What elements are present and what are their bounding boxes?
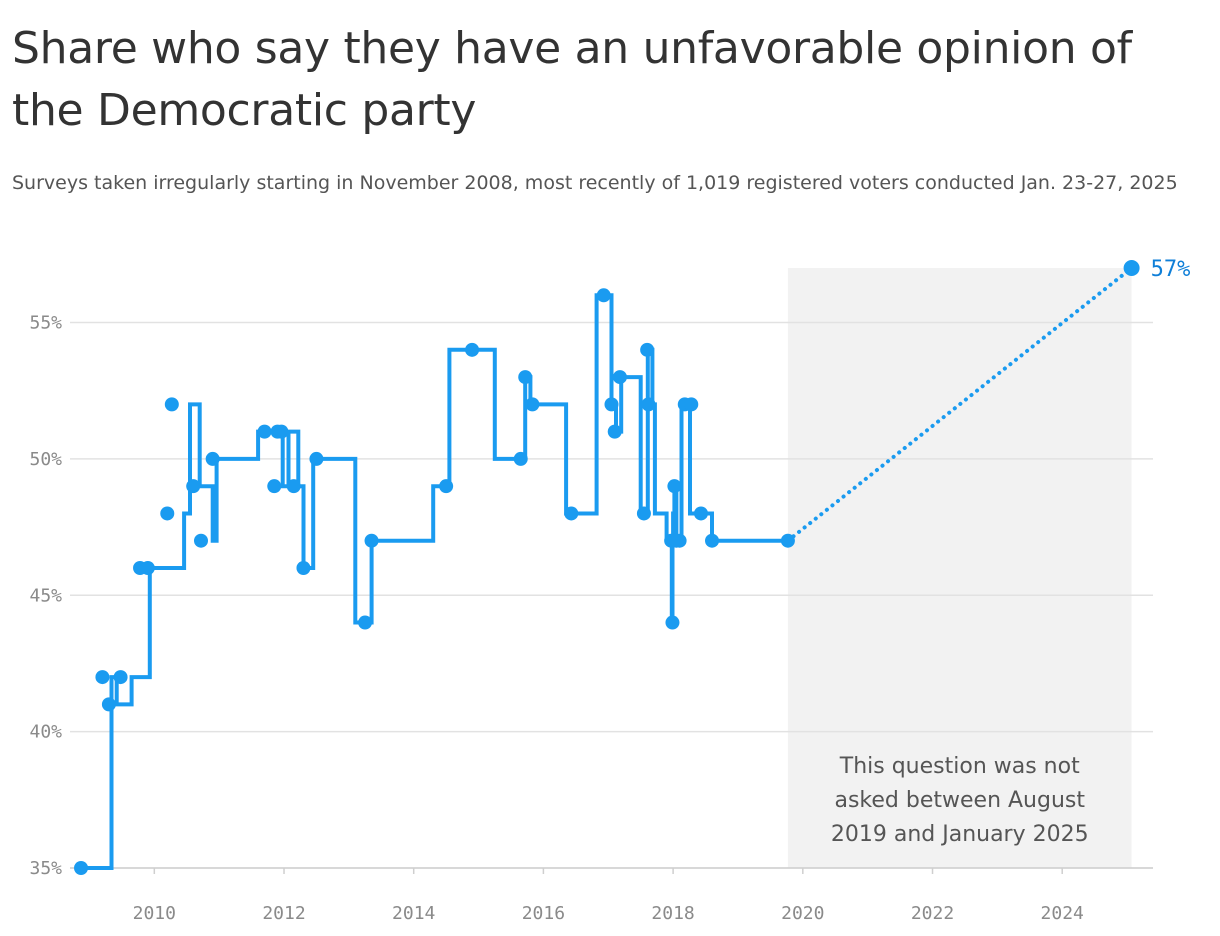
x-tick-label: 2016 — [522, 903, 565, 924]
survey-point — [705, 533, 720, 548]
y-tick-label: 35% — [29, 858, 62, 879]
survey-point — [274, 424, 289, 439]
survey-point — [164, 397, 179, 412]
chart-subtitle: Surveys taken irregularly starting in No… — [12, 172, 1178, 194]
x-tick-label: 2010 — [133, 903, 176, 924]
y-tick-label: 45% — [29, 585, 62, 606]
annotation-line: This question was not — [839, 754, 1080, 779]
survey-point — [780, 533, 795, 548]
survey-point — [672, 533, 687, 548]
survey-point — [140, 561, 155, 575]
survey-point — [101, 697, 116, 712]
survey-point — [667, 479, 682, 494]
not-asked-region — [787, 268, 1132, 868]
survey-point — [113, 670, 128, 685]
survey-point — [564, 506, 579, 521]
survey-point — [604, 397, 619, 412]
survey-point — [596, 288, 611, 303]
survey-point — [513, 451, 528, 466]
y-tick-label: 50% — [29, 449, 62, 470]
end-value-label: 57% — [1151, 257, 1191, 282]
survey-point — [607, 424, 622, 439]
survey-point — [693, 506, 708, 521]
survey-point — [267, 479, 282, 494]
x-tick-label: 2020 — [781, 903, 824, 924]
survey-point — [74, 861, 89, 875]
survey-point — [205, 451, 220, 466]
survey-point — [525, 397, 540, 412]
survey-point — [439, 479, 454, 494]
survey-point — [160, 506, 175, 521]
x-tick-label: 2022 — [911, 903, 954, 924]
survey-point — [641, 397, 656, 412]
survey-point — [286, 479, 301, 494]
survey-point — [640, 342, 655, 357]
x-tick-label: 2012 — [262, 903, 305, 924]
survey-point — [636, 506, 651, 521]
annotation-line: asked between August — [834, 788, 1085, 813]
survey-point — [684, 397, 699, 412]
survey-point — [95, 670, 110, 685]
series-line — [81, 293, 788, 870]
projection-line — [785, 266, 1134, 543]
survey-point — [296, 561, 311, 575]
y-tick-label: 40% — [29, 722, 62, 743]
survey-point — [193, 533, 208, 548]
x-tick-label: 2018 — [651, 903, 694, 924]
survey-point — [465, 342, 480, 357]
x-tick-label: 2024 — [1041, 903, 1084, 924]
survey-point — [364, 533, 379, 548]
survey-point — [518, 370, 533, 385]
survey-point — [358, 615, 373, 630]
annotation-line: 2019 and January 2025 — [831, 822, 1089, 847]
y-tick-label: 55% — [29, 313, 62, 334]
survey-point — [612, 370, 627, 385]
survey-point — [309, 451, 324, 466]
chart-title: Share who say they have an unfavorable o… — [12, 23, 1132, 136]
x-tick-label: 2014 — [392, 903, 435, 924]
survey-point — [257, 424, 272, 439]
survey-point — [665, 615, 680, 630]
latest-point — [1123, 260, 1140, 276]
survey-point — [186, 479, 201, 494]
